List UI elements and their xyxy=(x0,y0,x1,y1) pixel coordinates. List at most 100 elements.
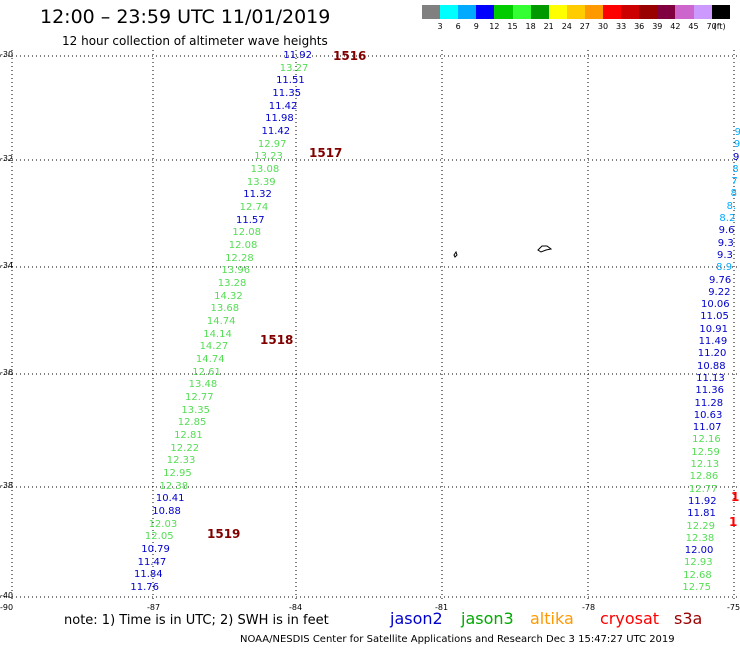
scale-swatch xyxy=(603,5,622,19)
scale-label: 70 xyxy=(706,22,717,31)
scale-swatch xyxy=(639,5,658,19)
scale-label: 42 xyxy=(670,22,681,31)
scale-label: 12 xyxy=(489,22,500,31)
swh-value: 13.68 xyxy=(210,303,240,315)
scale-swatch xyxy=(494,5,513,19)
swh-value: 10.88 xyxy=(696,360,726,372)
scale-swatch xyxy=(512,5,532,19)
swh-value: 7 xyxy=(731,176,738,188)
island-small xyxy=(453,250,458,258)
lat-label: -32 xyxy=(0,154,14,163)
swh-value: 11.07 xyxy=(692,422,722,434)
swh-value: 12.16 xyxy=(692,434,721,446)
scale-swatch xyxy=(657,5,676,19)
swh-value: 14.14 xyxy=(203,328,232,340)
swh-value: 12.86 xyxy=(689,471,719,483)
swh-value: 12.61 xyxy=(192,366,221,378)
scale-swatch xyxy=(530,5,550,19)
swh-value: 11.32 xyxy=(243,189,272,201)
pass-label-clipped: 1 xyxy=(731,490,740,504)
scale-label: 33 xyxy=(616,22,627,31)
lat-label: -38 xyxy=(0,481,14,490)
scale-label: 3 xyxy=(437,22,443,31)
swh-value: 12.38 xyxy=(685,532,715,544)
swh-value: 11.98 xyxy=(265,113,294,125)
scale-swatch xyxy=(548,5,568,19)
swh-value: 11.42 xyxy=(268,100,298,112)
swh-value: 9.6 xyxy=(718,225,735,237)
island-large xyxy=(537,245,553,253)
swh-value: 12.59 xyxy=(691,446,720,458)
swh-value: 11.92 xyxy=(688,495,717,507)
scale-label: 24 xyxy=(561,22,572,31)
pass-label: 1518 xyxy=(260,333,294,347)
lat-lon-grid xyxy=(0,50,740,600)
scale-swatch xyxy=(675,5,694,19)
lat-label: -30 xyxy=(0,50,14,59)
swh-value: 11.13 xyxy=(696,372,725,384)
swh-value: 12.75 xyxy=(682,582,711,593)
swh-value: 10.63 xyxy=(693,409,723,421)
swh-value: 12.38 xyxy=(159,480,189,492)
legend-s3a: s3a xyxy=(674,609,703,628)
legend-altika: altika xyxy=(530,609,574,628)
swh-value: 12.08 xyxy=(232,227,261,239)
scale-label: 21 xyxy=(543,22,554,31)
swh-value: 9.76 xyxy=(709,274,732,286)
swh-value: 11.51 xyxy=(276,75,305,87)
swh-value: 12.08 xyxy=(228,240,258,251)
swh-value: 12.33 xyxy=(166,455,196,467)
swh-value: 12.29 xyxy=(686,520,716,532)
scale-label: 9 xyxy=(473,22,479,31)
swh-value: 12.22 xyxy=(170,442,200,454)
scale-swatch xyxy=(566,5,586,19)
lon-label: -78 xyxy=(582,603,596,612)
note-text: note: 1) Time is in UTC; 2) SWH is in fe… xyxy=(64,613,329,628)
swh-value: 12.13 xyxy=(690,459,720,471)
swh-value: 13.08 xyxy=(250,164,280,175)
swh-value: 11.28 xyxy=(694,397,724,409)
swh-value: 13.39 xyxy=(246,176,276,188)
swh-value: 8. xyxy=(726,200,737,212)
swh-value: 11.84 xyxy=(134,569,163,581)
swh-value: 11.35 xyxy=(272,88,302,99)
scale-swatch xyxy=(584,5,604,19)
swh-value: 13.23 xyxy=(254,151,283,163)
swh-value: 8 xyxy=(730,188,737,200)
lat-label: -34 xyxy=(0,261,14,270)
swh-value: 14.32 xyxy=(214,290,243,302)
islands xyxy=(453,245,553,258)
swh-value: 12.00 xyxy=(684,545,714,557)
swh-value: 14.27 xyxy=(199,341,229,353)
scale-swatch xyxy=(422,5,441,19)
swh-value: 11.57 xyxy=(236,214,265,226)
swh-value: 8.9 xyxy=(716,262,733,274)
scale-swatch xyxy=(693,5,713,19)
scale-label: 45 xyxy=(688,22,699,31)
swh-value: 10.41 xyxy=(155,493,185,505)
swh-value: 10.06 xyxy=(701,299,730,311)
swh-value: 13.28 xyxy=(217,278,247,289)
lat-label: -40 xyxy=(0,591,14,600)
swh-value: 12.68 xyxy=(683,569,712,581)
swh-value: 10.88 xyxy=(152,506,181,517)
scale-swatch xyxy=(711,5,731,19)
swh-value: 11.92 xyxy=(283,50,312,61)
lon-label: -90 xyxy=(0,603,14,612)
swh-value: 12.85 xyxy=(177,417,207,429)
scale-label: 39 xyxy=(652,22,663,31)
scale-swatch xyxy=(621,5,640,19)
swh-value: 12.93 xyxy=(683,557,713,569)
swh-value: 12.77 xyxy=(688,483,718,495)
lon-label: -81 xyxy=(435,603,449,612)
swh-value: 14.74 xyxy=(195,354,225,365)
scale-swatch xyxy=(458,5,477,19)
swh-value: 12.05 xyxy=(144,531,174,543)
legend-cryosat: cryosat xyxy=(600,609,660,628)
swh-value: 11.49 xyxy=(698,336,728,348)
swh-value: 9 xyxy=(734,127,740,138)
swh-value: 9 xyxy=(733,151,740,163)
swh-value: 13.48 xyxy=(188,379,218,391)
swh-value: 12.97 xyxy=(257,138,287,150)
